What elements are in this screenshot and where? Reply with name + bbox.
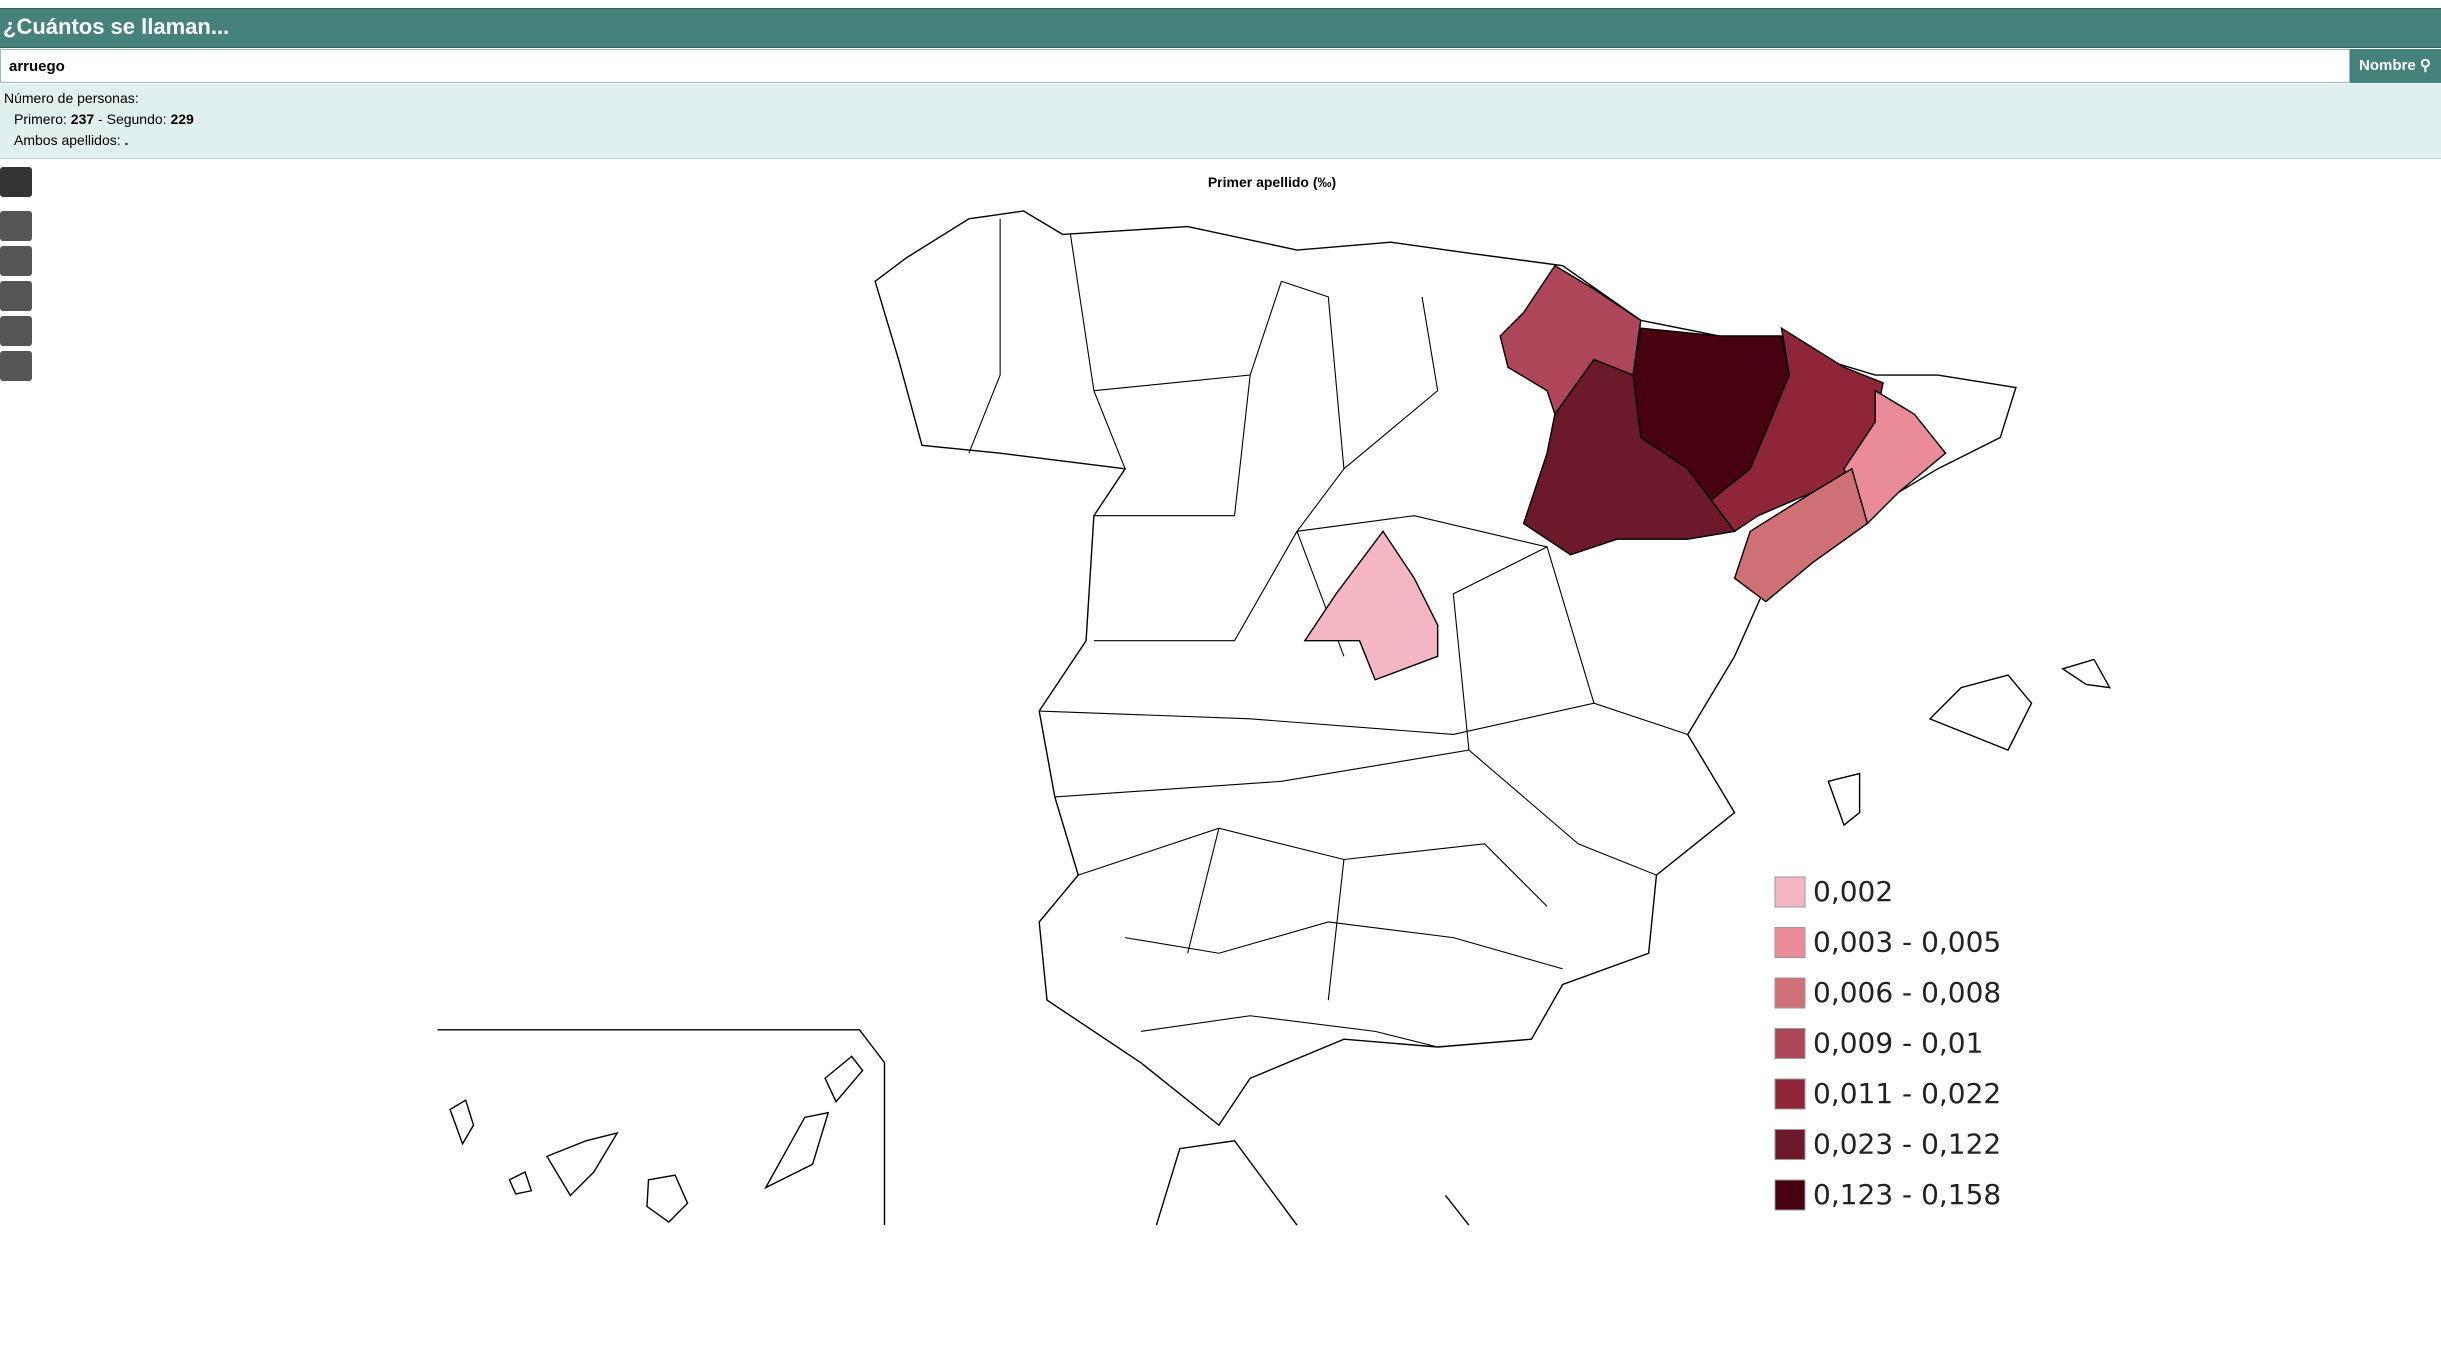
info-label: Primero: xyxy=(14,111,67,127)
info-value: 229 xyxy=(170,111,194,127)
map-layer xyxy=(437,210,2111,1226)
region xyxy=(1710,326,1884,533)
search-value: arruego xyxy=(9,58,65,75)
zoom-out-button[interactable] xyxy=(0,246,32,276)
info-heading: Número de personas: xyxy=(4,90,139,106)
legend-swatch xyxy=(1774,1028,1806,1059)
header-bar: ¿Cuántos se llaman... xyxy=(0,8,2441,48)
search-button[interactable]: Nombre ⚲ xyxy=(2350,49,2441,83)
island xyxy=(545,1131,619,1197)
island xyxy=(764,1111,830,1190)
inset-frame xyxy=(437,1029,886,1226)
island xyxy=(1928,674,2033,751)
info-line: Primero: 237 - Segundo: 229 xyxy=(14,111,194,127)
island xyxy=(2061,658,2111,689)
region xyxy=(1499,264,1642,416)
island xyxy=(1827,772,1861,827)
legend-label: 0,003 - 0,005 xyxy=(1813,926,2001,959)
legend-label: 0,009 - 0,01 xyxy=(1813,1027,1983,1060)
search-map-button[interactable] xyxy=(0,351,32,381)
info-panel: Número de personas: Primero: 237 - Segun… xyxy=(0,84,2441,159)
info-value: . xyxy=(124,132,129,148)
legend-label: 0,006 - 0,008 xyxy=(1813,976,2001,1009)
legend-label: 0,123 - 0,158 xyxy=(1813,1178,2001,1211)
province-borders xyxy=(968,218,1688,1048)
info-value: 237 xyxy=(70,111,95,127)
island xyxy=(824,1055,864,1103)
region xyxy=(1733,467,1869,603)
legend-label: 0,002 xyxy=(1813,875,1893,908)
collapse-button[interactable] xyxy=(0,167,32,197)
legend: 0,002 0,003 - 0,005 0,006 - 0,008 0,009 - 0… xyxy=(1774,875,2001,1211)
button-label: Nombre xyxy=(2359,57,2416,74)
map-title: Primer apellido (‰) xyxy=(1207,174,1337,190)
home-button[interactable] xyxy=(0,281,32,311)
island xyxy=(508,1171,533,1195)
region xyxy=(1522,358,1736,556)
legend-swatch xyxy=(1774,876,1806,908)
coast xyxy=(1155,1140,1470,1226)
island xyxy=(449,1099,475,1146)
info-line: Ambos apellidos: . xyxy=(14,132,128,148)
zoom-in-button[interactable] xyxy=(0,211,32,241)
legend-label: 0,011 - 0,022 xyxy=(1813,1077,2001,1110)
legend-swatch xyxy=(1774,1078,1806,1110)
legend-swatch xyxy=(1774,1179,1806,1211)
legend-swatch xyxy=(1774,1129,1806,1160)
island xyxy=(646,1174,689,1223)
legend-swatch xyxy=(1774,927,1806,958)
region xyxy=(1843,389,1947,525)
legend-swatch xyxy=(1774,977,1806,1009)
search-input[interactable]: arruego xyxy=(0,49,2350,83)
header-title: ¿Cuántos se llaman... xyxy=(3,14,230,39)
menu-button[interactable] xyxy=(0,316,32,346)
legend-label: 0,023 - 0,122 xyxy=(1813,1128,2001,1161)
info-label: Segundo: xyxy=(106,111,167,127)
info-label: Ambos apellidos: xyxy=(14,132,121,148)
region xyxy=(1303,530,1439,681)
